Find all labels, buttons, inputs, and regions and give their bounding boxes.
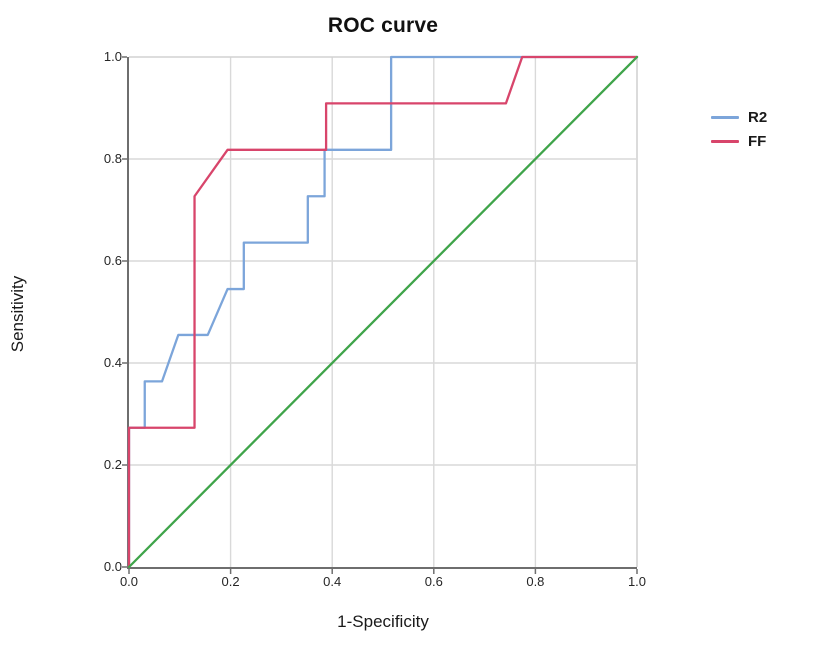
- legend-label-r2: R2: [748, 108, 768, 126]
- legend-swatch-r2: [711, 115, 739, 119]
- y-tick-label: 1.0: [103, 49, 122, 64]
- x-axis-label: 1-Specificity: [337, 612, 429, 631]
- reference-line: [127, 55, 639, 569]
- chart-title: ROC curve: [327, 14, 439, 37]
- legend-label-ff: FF: [748, 132, 767, 150]
- x-tick-label: 0.6: [424, 574, 443, 589]
- x-tick-label: 0.8: [526, 574, 545, 589]
- legend-item-ff: FF: [711, 132, 767, 150]
- roc-series-R2: [127, 55, 639, 569]
- x-tick-label: 0.4: [323, 574, 342, 589]
- y-tick-label: 0.0: [103, 559, 122, 574]
- roc-series-FF: [127, 55, 639, 569]
- legend-item-r2: R2: [711, 108, 767, 126]
- y-tick-label: 0.4: [103, 355, 122, 370]
- y-tick-label: 0.8: [103, 151, 122, 166]
- x-tick-label: 0.0: [119, 574, 139, 589]
- y-axis-label: Sensitivity: [8, 275, 27, 353]
- y-tick-label: 0.6: [103, 253, 122, 268]
- x-tick-label: 0.2: [221, 574, 240, 589]
- y-tick-label: 0.2: [103, 457, 122, 472]
- legend: R2 FF: [711, 108, 767, 156]
- legend-swatch-ff: [711, 139, 739, 143]
- x-tick-label: 1.0: [627, 574, 647, 589]
